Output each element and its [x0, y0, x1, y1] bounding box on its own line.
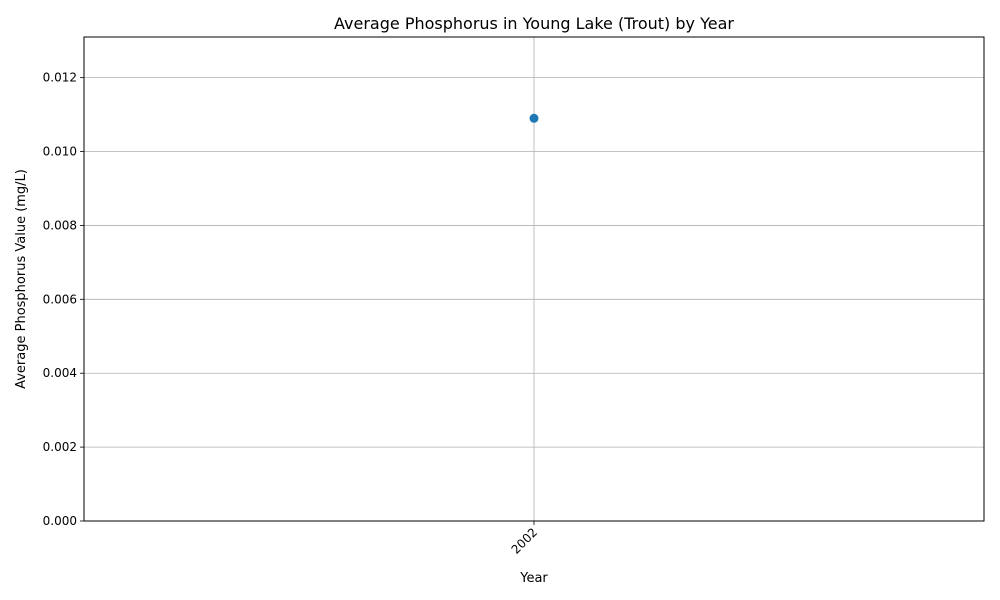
y-tick-label: 0.006 [43, 292, 77, 306]
y-tick-label: 0.008 [43, 218, 77, 232]
y-axis-label: Average Phosphorus Value (mg/L) [14, 169, 29, 389]
plot-marks [529, 113, 539, 123]
y-tick-label: 0.012 [43, 71, 77, 85]
y-axis: 0.000 0.002 0.004 0.006 0.008 0.010 0.012 [43, 71, 84, 528]
x-axis: 2002 [509, 521, 540, 557]
grid [84, 37, 984, 521]
y-tick-label: 0.002 [43, 440, 77, 454]
x-axis-label: Year [519, 571, 548, 586]
y-tick-label: 0.004 [43, 366, 77, 380]
y-tick-label: 0.000 [43, 514, 77, 528]
x-tick-label: 2002 [509, 525, 540, 556]
data-point [529, 113, 539, 123]
y-tick-label: 0.010 [43, 145, 77, 159]
chart-title: Average Phosphorus in Young Lake (Trout)… [334, 14, 734, 33]
